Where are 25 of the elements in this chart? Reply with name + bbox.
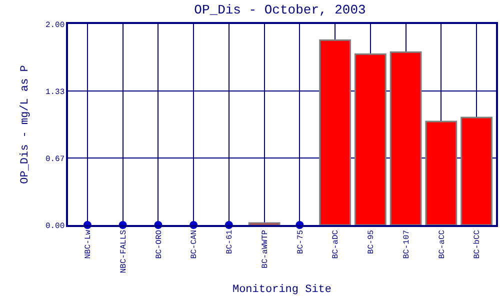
bar bbox=[354, 53, 386, 225]
x-tick-label: NBC-Lw bbox=[84, 230, 94, 259]
x-tick-label: BC-95 bbox=[367, 230, 376, 254]
x-tick-label: BC-107 bbox=[402, 230, 412, 259]
bar bbox=[390, 51, 422, 225]
x-tick-label: BC-bCC bbox=[473, 230, 482, 259]
bar bbox=[319, 39, 352, 225]
x-tick-label: BC-61 bbox=[226, 230, 235, 254]
x-tick-label: BC-75 bbox=[296, 230, 306, 254]
y-tick-label: 0.00 bbox=[45, 222, 65, 231]
x-axis-title: Monitoring Site bbox=[232, 284, 332, 296]
y-axis-title: OP_Dis - mg/L as P bbox=[20, 64, 32, 184]
y-tick-label: 2.00 bbox=[45, 20, 65, 30]
bar bbox=[425, 120, 458, 225]
x-tick-label: BC-aCC bbox=[438, 230, 447, 259]
y-tick-label: 1.33 bbox=[45, 88, 65, 97]
x-tick-label: BC-CAN bbox=[190, 230, 200, 259]
x-tick-label: BC-aWWTP bbox=[260, 230, 270, 268]
y-tick-label: 0.67 bbox=[45, 154, 65, 164]
bar bbox=[460, 116, 493, 225]
x-tick-label: BC-ORO bbox=[154, 230, 164, 259]
x-tick-label: NBC-FALLS bbox=[119, 230, 128, 274]
chart-title: OP_Dis - October, 2003 bbox=[194, 2, 366, 18]
x-tick-label: BC-aDC bbox=[332, 230, 341, 259]
bar bbox=[248, 222, 280, 225]
